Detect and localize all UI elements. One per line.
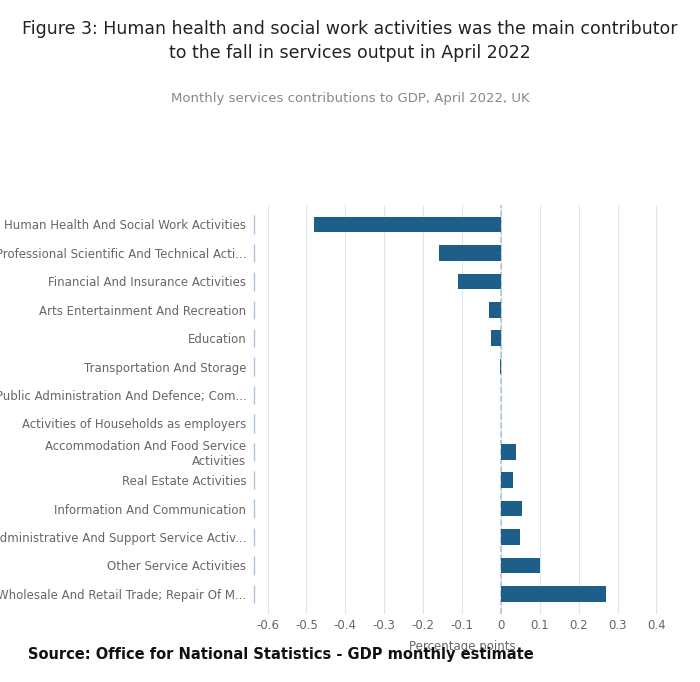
Text: Figure 3: Human health and social work activities was the main contributor
to th: Figure 3: Human health and social work a… (22, 20, 678, 62)
Bar (501, 586, 606, 602)
Bar (501, 501, 522, 516)
Bar (501, 529, 520, 545)
Bar (458, 273, 501, 289)
Bar (500, 359, 501, 374)
Bar (491, 330, 501, 346)
Bar (439, 245, 501, 261)
Bar (501, 558, 540, 574)
Text: Source: Office for National Statistics - GDP monthly estimate: Source: Office for National Statistics -… (28, 647, 533, 662)
Bar (501, 473, 513, 488)
Bar (501, 444, 517, 460)
Text: Monthly services contributions to GDP, April 2022, UK: Monthly services contributions to GDP, A… (171, 92, 529, 105)
Bar (489, 302, 501, 318)
Bar (314, 217, 501, 233)
X-axis label: Percentage points: Percentage points (409, 640, 515, 653)
